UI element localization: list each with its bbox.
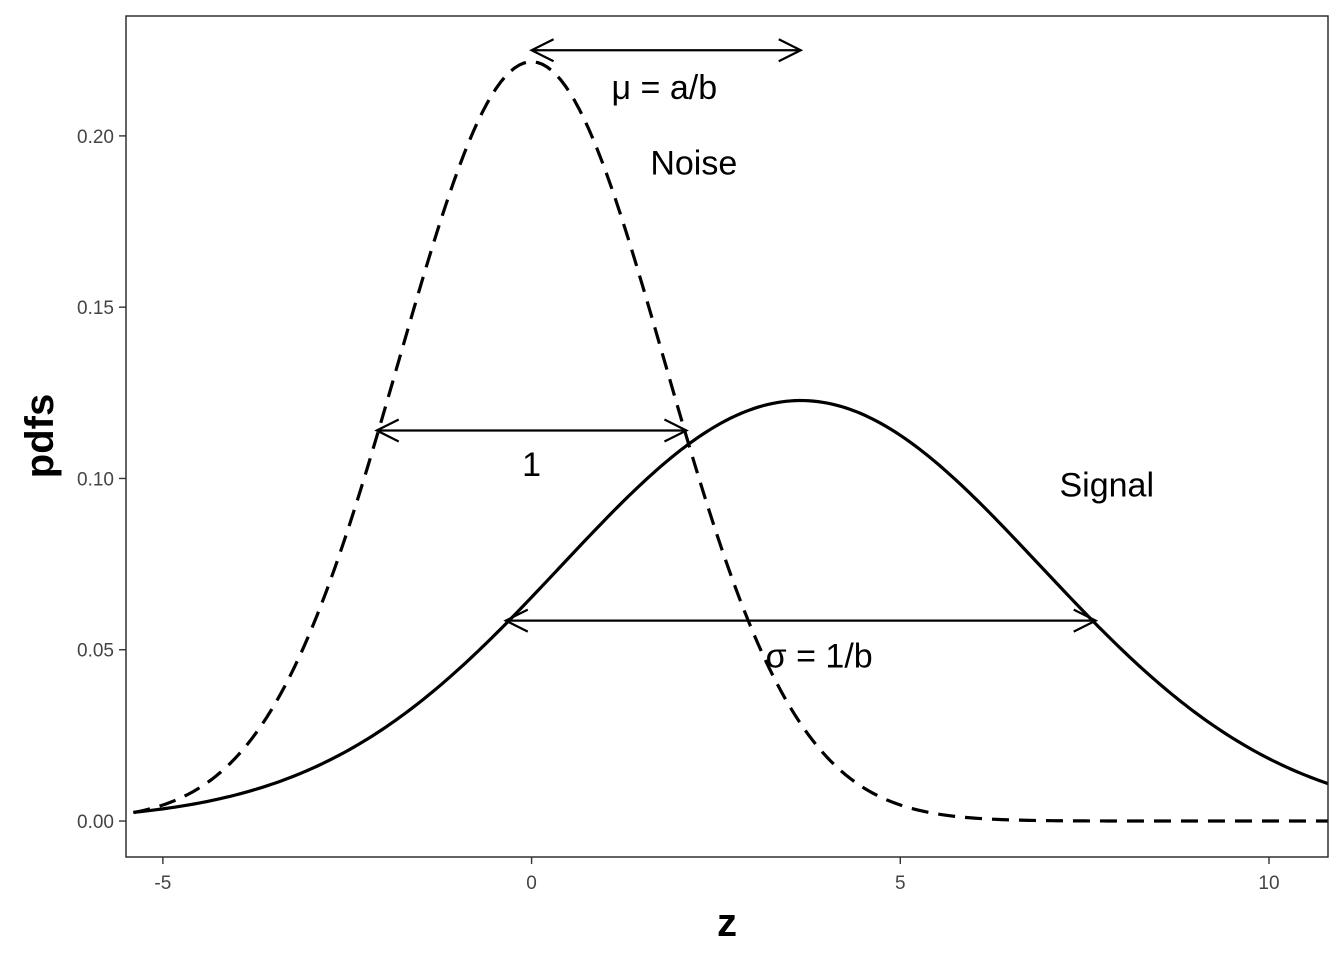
plot-background bbox=[126, 16, 1328, 857]
unit-label: 1 bbox=[522, 446, 541, 484]
signal-label: Signal bbox=[1060, 466, 1155, 504]
y-tick-label: 0.15 bbox=[77, 298, 114, 319]
x-tick-label: -5 bbox=[154, 873, 171, 894]
annotations-layer: μ = a/b Noise 1 Signal σ = 1/b bbox=[374, 38, 1155, 676]
plot-border bbox=[125, 15, 1329, 858]
curves-layer bbox=[133, 60, 1329, 823]
y-axis-title: pdfs bbox=[18, 394, 62, 478]
sigma-arrowhead-right bbox=[1073, 608, 1099, 633]
y-tick-label: 0.20 bbox=[77, 127, 114, 148]
noise-label: Noise bbox=[650, 144, 737, 182]
mu-arrowhead-left bbox=[529, 38, 555, 63]
sigma-arrowhead-left bbox=[503, 608, 529, 633]
x-tick-label: 5 bbox=[895, 873, 906, 894]
unit-arrow bbox=[374, 418, 689, 443]
unit-arrowhead-right bbox=[663, 418, 689, 443]
sigma-arrow bbox=[503, 608, 1099, 633]
x-axis: -5 0 5 10 bbox=[154, 857, 1280, 894]
y-tick-label: 0.05 bbox=[77, 641, 114, 662]
y-tick-label: 0.10 bbox=[77, 469, 114, 490]
y-axis: 0.00 0.05 0.10 0.15 0.20 bbox=[77, 127, 126, 833]
mu-label: μ = a/b bbox=[612, 69, 718, 107]
unit-arrowhead-left bbox=[374, 418, 400, 443]
x-tick-label: 0 bbox=[526, 873, 537, 894]
series-line-signal bbox=[133, 398, 1329, 814]
mu-arrowhead-right bbox=[778, 38, 804, 63]
y-tick-label: 0.00 bbox=[77, 812, 114, 833]
x-tick-label: 10 bbox=[1258, 873, 1279, 894]
x-axis-title: z bbox=[717, 901, 737, 945]
series-line-noise bbox=[133, 60, 1328, 823]
sigma-label: σ = 1/b bbox=[766, 638, 873, 676]
mu-arrow bbox=[529, 38, 804, 63]
